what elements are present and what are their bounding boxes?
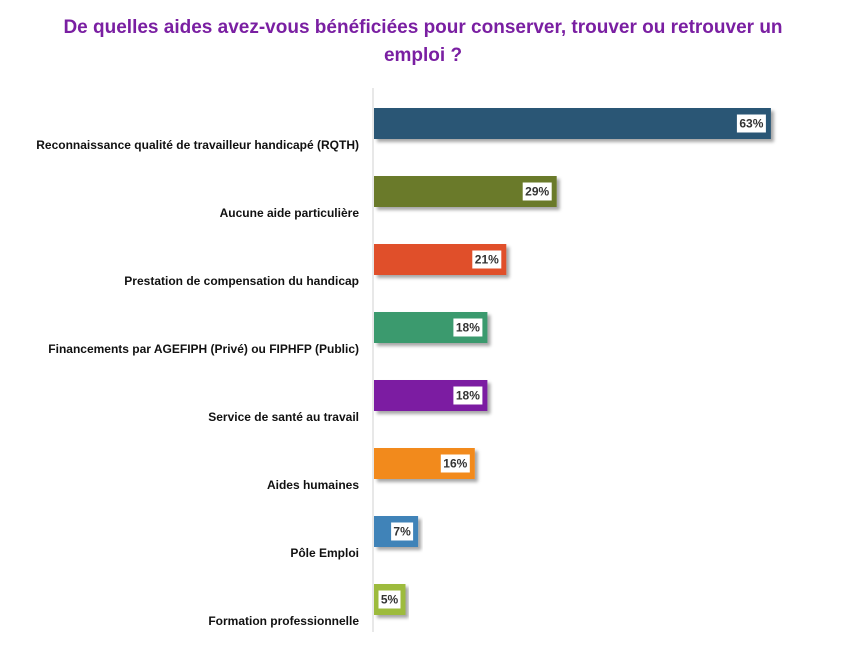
value-label-4: 18% [456,389,480,403]
value-label-box-1 [522,182,552,201]
category-label-5: Aides humaines [267,478,359,492]
category-label-6: Pôle Emploi [290,546,359,560]
value-label-7: 5% [381,593,399,607]
chart-title: De quelles aides avez-vous bénéficiées p… [63,17,783,66]
value-label-box-2 [472,250,502,269]
category-label-7: Formation professionnelle [208,614,359,628]
value-label-2: 21% [475,253,499,267]
value-label-5: 16% [443,457,467,471]
value-label-6: 7% [393,525,411,539]
category-label-3: Financements par AGEFIPH (Privé) ou FIPH… [48,342,359,356]
category-label-4: Service de santé au travail [208,410,359,424]
value-label-box-0 [736,114,766,133]
value-label-box-7 [378,590,401,609]
value-label-box-3 [453,318,483,337]
value-label-1: 29% [525,185,549,199]
value-label-0: 63% [739,117,763,131]
category-label-1: Aucune aide particulière [220,206,360,220]
bar-0 [374,108,771,139]
value-label-box-5 [440,454,470,473]
category-label-2: Prestation de compensation du handicap [124,274,359,288]
category-label-0: Reconnaissance qualité de travailleur ha… [36,138,359,152]
value-label-box-6 [391,522,414,541]
value-label-3: 18% [456,321,480,335]
value-label-box-4 [453,386,483,405]
